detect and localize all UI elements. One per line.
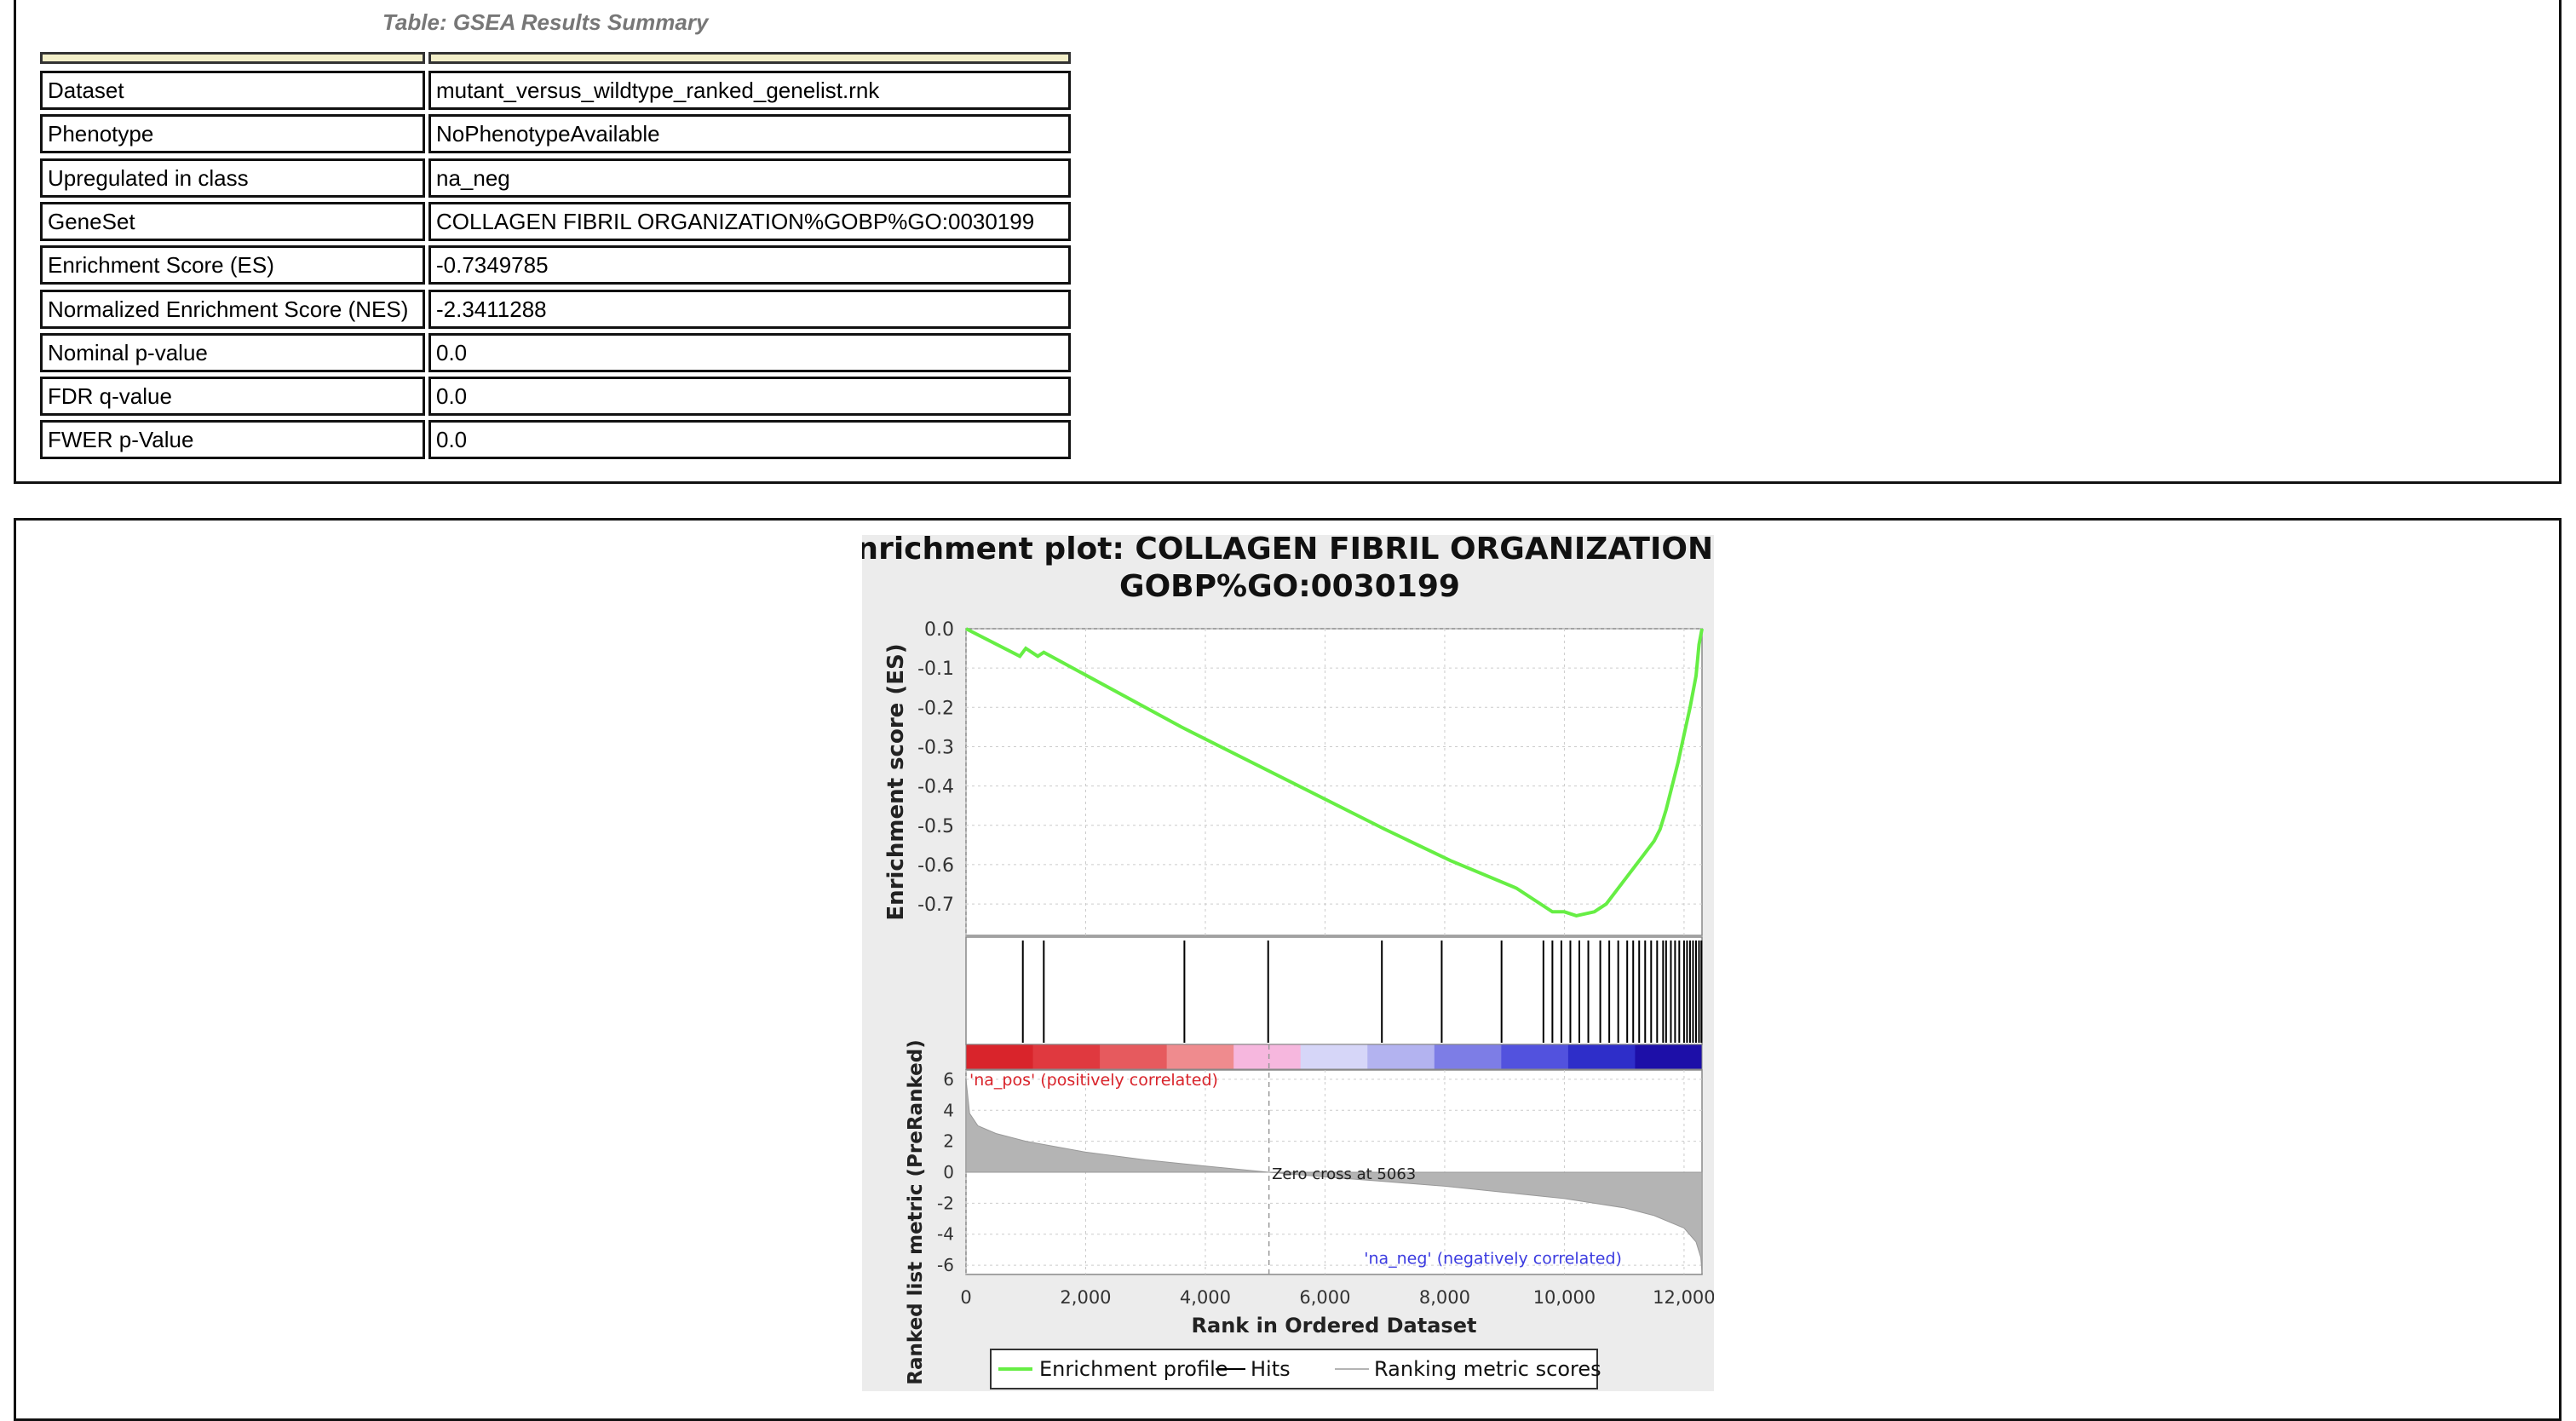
table-cell-label: GeneSet: [40, 201, 425, 241]
color-bar-frame: [965, 1044, 1703, 1070]
rank-color-segment: [1032, 1044, 1101, 1069]
metric-axis-label: Ranked list metric (PreRanked): [905, 1039, 927, 1384]
x-tick-label: 8,000: [1419, 1287, 1470, 1308]
x-tick-label: 10,000: [1533, 1287, 1596, 1308]
negative-correlation-label: 'na_neg' (negatively correlated): [1364, 1249, 1622, 1268]
x-tick-label: 4,000: [1180, 1287, 1231, 1308]
table-cell-value: NoPhenotypeAvailable: [428, 114, 1071, 154]
es-axis-label: Enrichment score (ES): [883, 643, 909, 920]
es-tick-label: -0.6: [917, 855, 954, 877]
x-tick-label: 12,000: [1653, 1287, 1714, 1308]
es-tick-label: 0.0: [924, 619, 954, 641]
table-cell-value: mutant_versus_wildtype_ranked_genelist.r…: [428, 71, 1071, 110]
hits-panel-area: [965, 936, 1703, 1045]
metric-tick-label: -6: [937, 1255, 954, 1275]
metric-tick-label: 2: [943, 1131, 954, 1152]
enrichment-plot: Enrichment plot: COLLAGEN FIBRIL ORGANIZ…: [836, 532, 1744, 1391]
enrichment-plot-svg: Enrichment plot: COLLAGEN FIBRIL ORGANIZ…: [836, 532, 1744, 1391]
table-cell-label: Upregulated in class: [40, 158, 425, 198]
table-header-col2: [428, 52, 1071, 64]
ranking-metric-area: [965, 1079, 1703, 1274]
table-cell-label: FDR q-value: [40, 377, 425, 417]
positive-correlation-label: 'na_pos' (positively correlated): [969, 1071, 1218, 1090]
table-cell-label: Enrichment Score (ES): [40, 245, 425, 285]
metric-tick-label: 6: [943, 1069, 954, 1090]
zero-cross-label: Zero cross at 5063: [1272, 1165, 1416, 1183]
results-summary-panel: Table: GSEA Results Summary Dataset mutan…: [14, 0, 2562, 484]
chart-title-line1: Enrichment plot: COLLAGEN FIBRIL ORGANIZ…: [862, 535, 1714, 567]
metric-tick-label: -2: [937, 1193, 954, 1213]
rank-color-segment: [1635, 1044, 1703, 1069]
x-tick-label: 0: [960, 1287, 971, 1308]
rank-color-segment: [1501, 1044, 1569, 1069]
legend-profile-label: Enrichment profile: [1039, 1357, 1228, 1381]
rank-color-segment: [1233, 1044, 1302, 1069]
table-cell-label: Normalized Enrichment Score (NES): [40, 289, 425, 329]
table-cell-value: -0.7349785: [428, 245, 1071, 285]
table-cell-value: COLLAGEN FIBRIL ORGANIZATION%GOBP%GO:003…: [428, 201, 1071, 241]
rank-color-segment: [1367, 1044, 1435, 1069]
es-tick-label: -0.1: [917, 659, 954, 680]
chart-title-line2: GOBP%GO:0030199: [1119, 569, 1460, 604]
rank-color-segment: [1567, 1044, 1636, 1069]
es-tick-label: -0.2: [917, 698, 954, 719]
es-tick-label: -0.4: [917, 777, 954, 798]
table-caption: Table: GSEA Results Summary: [382, 9, 709, 35]
rank-color-segment: [1434, 1044, 1502, 1069]
legend-box: [990, 1349, 1598, 1389]
legend-hits-label: Hits: [1251, 1357, 1291, 1381]
rank-color-segment: [1300, 1044, 1368, 1069]
metric-tick-label: -4: [937, 1224, 954, 1245]
es-tick-label: -0.3: [917, 737, 954, 758]
metric-tick-label: 0: [943, 1162, 954, 1182]
x-tick-label: 6,000: [1299, 1287, 1350, 1308]
table-cell-label: FWER p-Value: [40, 420, 425, 460]
metric-tick-label: 4: [943, 1100, 954, 1120]
table-header-col1: [40, 52, 425, 64]
es-tick-label: -0.5: [917, 816, 954, 837]
table-cell-value: 0.0: [428, 332, 1071, 372]
x-axis-label: Rank in Ordered Dataset: [1192, 1314, 1477, 1338]
table-cell-label: Phenotype: [40, 114, 425, 154]
table-cell-value: 0.0: [428, 420, 1071, 460]
enrichment-profile-line: [965, 627, 1704, 918]
table-cell-label: Nominal p-value: [40, 332, 425, 372]
es-tick-label: -0.7: [917, 895, 954, 916]
rank-color-segment: [1166, 1044, 1234, 1069]
x-tick-label: 2,000: [1060, 1287, 1111, 1308]
rank-color-segment: [1100, 1044, 1168, 1069]
table-cell-value: na_neg: [428, 158, 1071, 198]
rank-color-segment: [966, 1044, 1034, 1069]
es-plot-area: [965, 628, 1703, 936]
table-cell-value: -2.3411288: [428, 289, 1071, 329]
table-cell-value: 0.0: [428, 377, 1071, 417]
table-cell-label: Dataset: [40, 71, 425, 110]
legend-metric-label: Ranking metric scores: [1374, 1357, 1601, 1381]
